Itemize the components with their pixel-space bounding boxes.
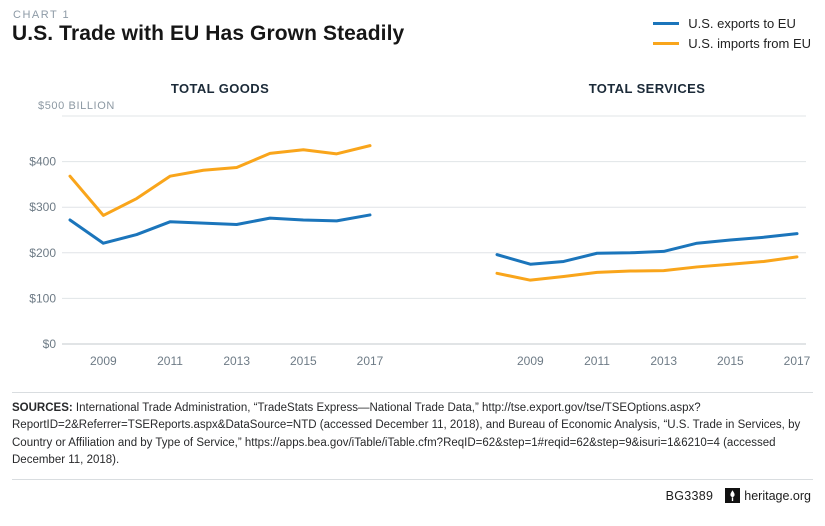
x-tick-label: 2017 [784,354,811,368]
footer: BG3389 heritage.org [666,488,811,503]
y-tick-label: $200 [29,246,56,260]
chart-kicker: CHART 1 [13,9,71,21]
legend-item-exports: U.S. exports to EU [653,16,811,31]
x-tick-label: 2009 [517,354,544,368]
panel-title-services: TOTAL SERVICES [588,81,706,96]
line-chart: $0 $100 $200 $300 $400 $500 BILLION 2009 2011 20… [29,100,811,368]
series-line-imports [68,144,372,217]
sources-note: SOURCES: International Trade Administrat… [12,400,809,469]
x-tick-label: 2013 [223,354,250,368]
y-tick-label: $300 [29,200,56,214]
y-tick-label: $100 [29,291,56,305]
legend-label-imports: U.S. imports from EU [688,36,811,51]
heritage-torch-icon [725,488,741,503]
panel-title-goods: TOTAL GOODS [170,81,270,96]
chart-legend: U.S. exports to EU U.S. imports from EU [653,16,811,56]
page-title: U.S. Trade with EU Has Grown Steadily [12,22,405,45]
divider-bottom [12,479,813,480]
x-tick-label: 2015 [290,354,317,368]
x-tick-label: 2017 [357,354,384,368]
x-tick-label: 2009 [90,354,117,368]
x-tick-label: 2011 [584,354,610,368]
x-tick-label: 2015 [717,354,744,368]
footer-site: heritage.org [744,488,811,503]
x-tick-label: 2011 [157,354,183,368]
legend-swatch-imports-icon [653,42,680,45]
y-axis-unit-label: $500 BILLION [38,100,115,112]
x-tick-label: 2013 [650,354,677,368]
sources-text: International Trade Administration, “Tra… [12,402,801,466]
divider-top [12,392,813,393]
series-line-exports [68,213,372,245]
legend-swatch-exports-icon [653,22,680,25]
legend-label-exports: U.S. exports to EU [688,16,796,31]
y-tick-label: $0 [43,337,57,351]
report-id: BG3389 [665,488,714,503]
series-line-exports [495,232,799,266]
y-tick-label: $400 [29,155,56,169]
sources-label: SOURCES: [12,402,73,414]
legend-item-imports: U.S. imports from EU [653,36,811,51]
series-line-imports [495,255,799,282]
